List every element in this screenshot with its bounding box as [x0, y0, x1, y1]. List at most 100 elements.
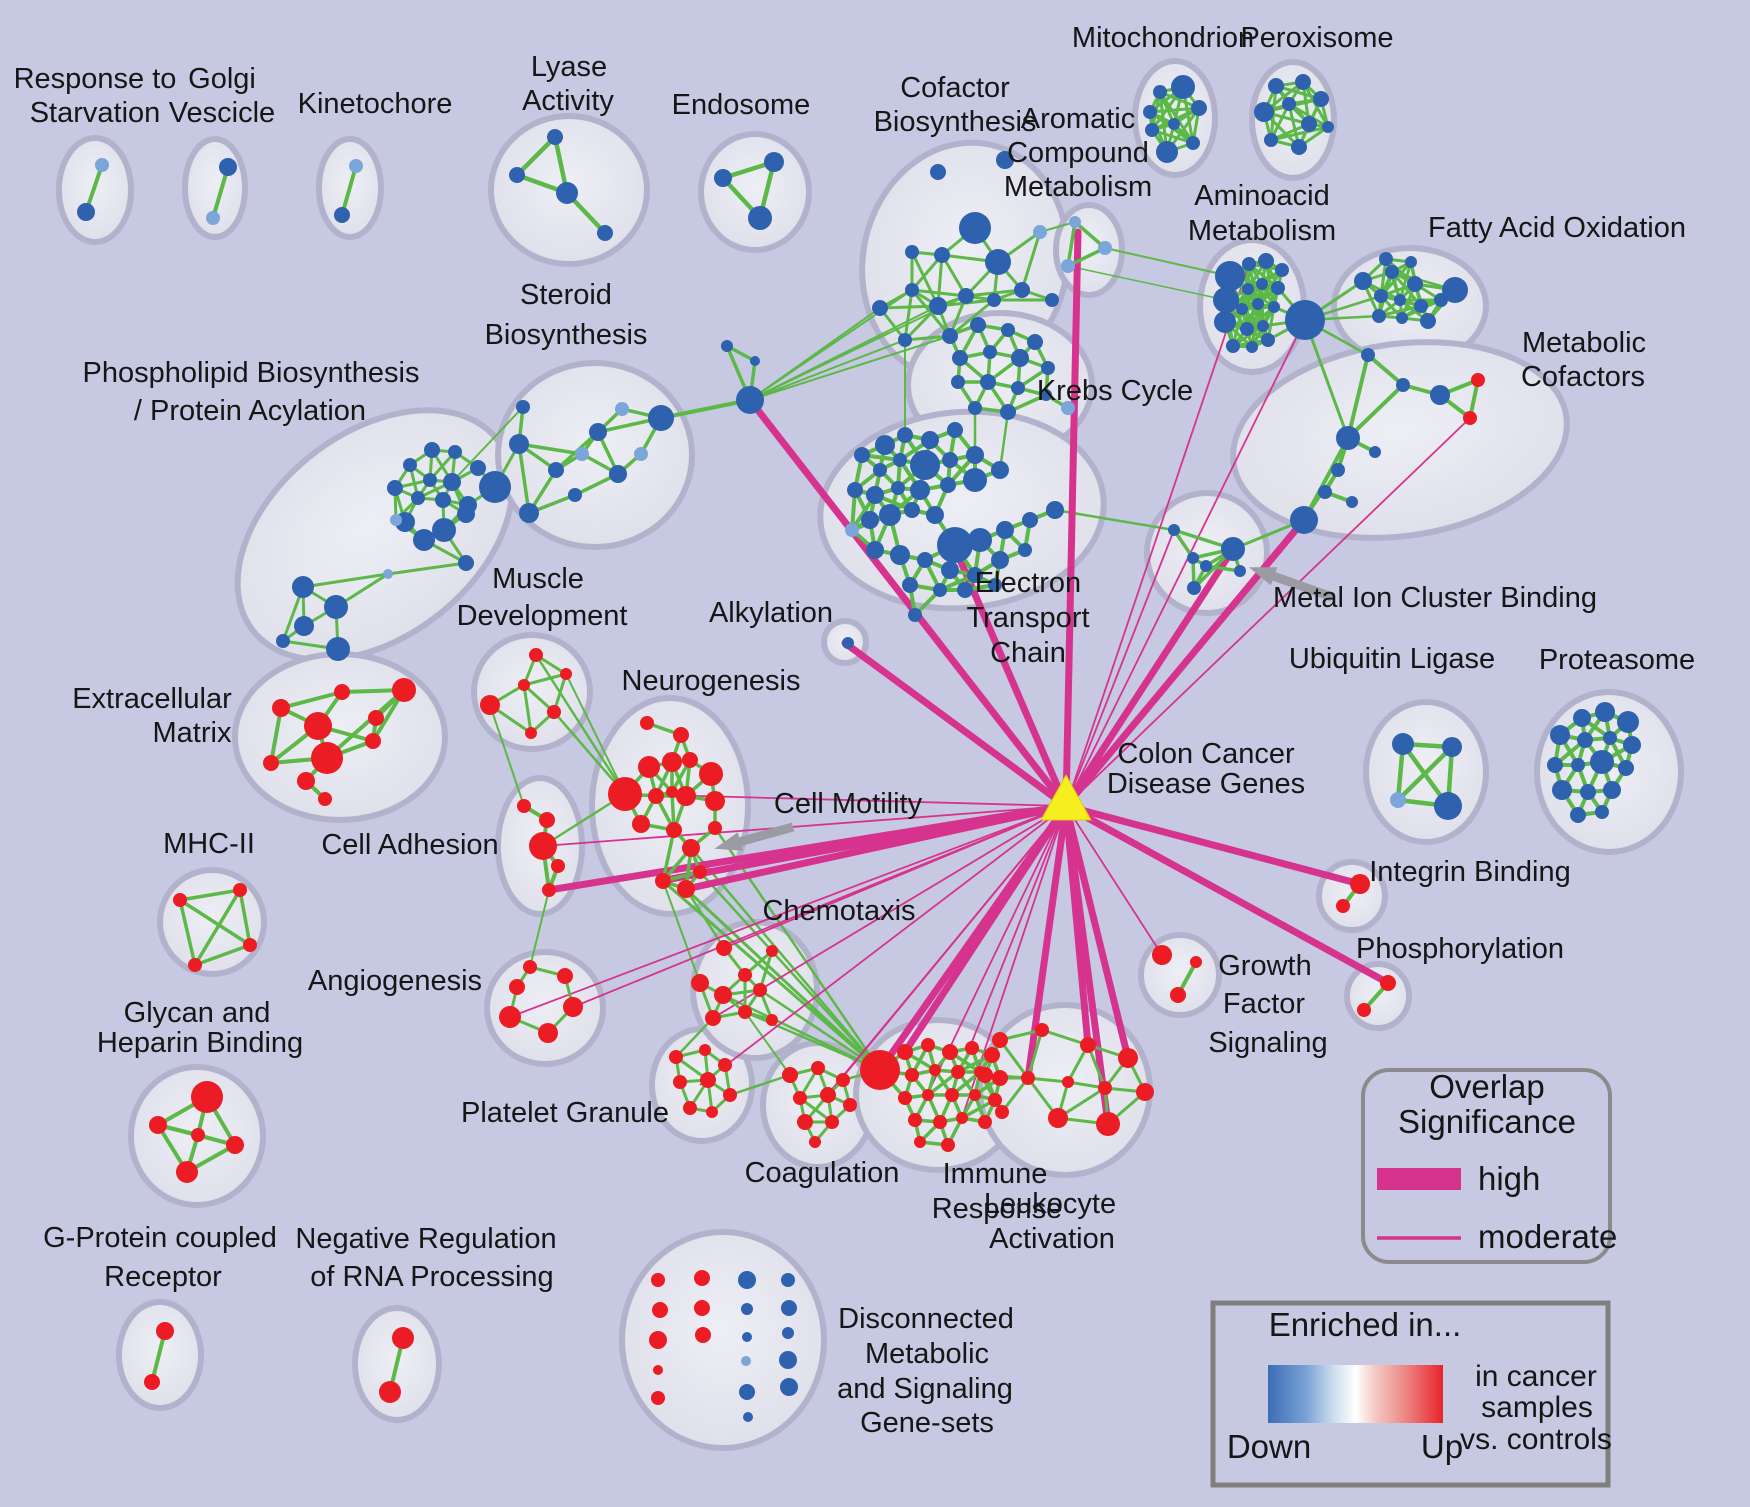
gene-set-node-neurogenesis-3[interactable] [662, 752, 682, 772]
gene-set-node-krebs-cycle-11[interactable] [1040, 389, 1052, 401]
gene-set-node-electron-transport-chain-20[interactable] [904, 502, 920, 518]
gene-set-node-metabolic-cofactors-1[interactable] [1396, 378, 1410, 392]
gene-set-node-phosphorylation-1[interactable] [1357, 1003, 1371, 1017]
gene-set-node-phospholipid-biosynthesis-15[interactable] [390, 514, 402, 526]
gene-set-node-lyase-activity-1[interactable] [509, 167, 525, 183]
gene-set-node-disconnected-gene-sets-10[interactable] [742, 1332, 752, 1342]
gene-set-node-electron-transport-chain-17[interactable] [845, 523, 859, 537]
gene-set-node-disconnected-gene-sets-8[interactable] [738, 1271, 756, 1289]
gene-set-node-electron-transport-chain-9[interactable] [966, 446, 984, 464]
gene-set-node-aminoacid-metabolism-2[interactable] [1214, 311, 1236, 333]
gene-set-node-electron-transport-chain-21[interactable] [926, 506, 944, 524]
gene-set-node-disconnected-gene-sets-13[interactable] [743, 1412, 753, 1422]
gene-set-node-immune-response-15[interactable] [988, 1093, 1002, 1107]
gene-set-node-metabolic-cofactors-2[interactable] [1430, 385, 1450, 405]
gene-set-node-electron-transport-chain-26[interactable] [1046, 501, 1064, 519]
gene-set-node-immune-response-16[interactable] [908, 1113, 922, 1127]
gene-set-node-neurogenesis-6[interactable] [608, 777, 642, 811]
colon-cancer-disease-genes-node[interactable] [1040, 773, 1092, 821]
gene-set-node-endosome-2[interactable] [748, 206, 772, 230]
gene-set-node-proteasome-12[interactable] [1580, 784, 1596, 800]
gene-set-node-mitochondrion-4[interactable] [1145, 123, 1159, 137]
gene-set-node-leukocyte-activation-10[interactable] [1048, 1108, 1068, 1128]
gene-set-node-golgi-vescicle-0[interactable] [219, 158, 237, 176]
gene-set-node-immune-response-17[interactable] [933, 1115, 947, 1129]
gene-set-node-steroid-biosynthesis-5[interactable] [589, 423, 607, 441]
gene-set-node-neurogenesis-4[interactable] [682, 752, 698, 768]
gene-set-node-negative-regulation-rna-processing-1[interactable] [379, 1381, 401, 1403]
gene-set-node-leukocyte-activation-0[interactable] [992, 1032, 1008, 1048]
gene-set-node-aminoacid-metabolism-4[interactable] [1258, 253, 1274, 269]
gene-set-node-phosphorylation-0[interactable] [1380, 975, 1396, 991]
gene-set-node-immune-response-3[interactable] [942, 1044, 958, 1060]
gene-set-node-fatty-acid-oxidation-3[interactable] [1374, 289, 1388, 303]
gene-set-node-electron-transport-chain-5[interactable] [873, 463, 887, 477]
gene-set-node-coagulation-7[interactable] [825, 1115, 839, 1129]
gene-set-node-mitochondrion-1[interactable] [1153, 85, 1167, 99]
gene-set-node-kinetochore-0[interactable] [349, 159, 363, 173]
gene-set-node-peroxisome-4[interactable] [1313, 91, 1329, 107]
gene-set-node-immune-response-0[interactable] [860, 1050, 900, 1090]
gene-set-node-peroxisome-7[interactable] [1291, 139, 1307, 155]
gene-set-node-aminoacid-metabolism-12[interactable] [1240, 322, 1254, 336]
gene-set-node-kinetochore-1[interactable] [334, 207, 350, 223]
gene-set-node-electron-transport-chain-19[interactable] [879, 504, 901, 526]
gene-set-node-metal-ion-cluster-binding-3[interactable] [1200, 560, 1212, 572]
gene-set-node-krebs-cycle-14[interactable] [1061, 401, 1075, 415]
gene-set-node-peroxisome-5[interactable] [1301, 116, 1317, 132]
gene-set-node-mitochondrion-5[interactable] [1168, 118, 1180, 130]
gene-set-node-immune-response-12[interactable] [922, 1089, 934, 1101]
gene-set-node-fatty-acid-oxidation-4[interactable] [1394, 294, 1406, 306]
gene-set-node-endosome-0[interactable] [714, 169, 732, 187]
gene-set-node-cofactor-biosynthesis-9[interactable] [929, 297, 947, 315]
cluster-endosome[interactable] [698, 131, 812, 253]
gene-set-node-krebs-cycle-10[interactable] [1011, 381, 1025, 395]
gene-set-node-steroid-biosynthesis-7[interactable] [609, 465, 627, 483]
gene-set-node-proteasome-11[interactable] [1552, 780, 1572, 800]
gene-set-node-ubiquitin-ligase-3[interactable] [1434, 792, 1462, 820]
gene-set-node-chemotaxis-5[interactable] [753, 983, 767, 997]
gene-set-node-krebs-cycle-1[interactable] [970, 317, 986, 333]
gene-set-node-aminoacid-metabolism-5[interactable] [1275, 263, 1289, 277]
gene-set-node-disconnected-gene-sets-15[interactable] [781, 1300, 797, 1316]
gene-set-node-electron-transport-chain-36[interactable] [957, 582, 973, 598]
gene-set-node-cell-adhesion-1[interactable] [539, 812, 555, 828]
gene-set-node-electron-transport-chain-34[interactable] [902, 577, 918, 593]
gene-set-node-disconnected-gene-sets-1[interactable] [652, 1302, 668, 1318]
gene-set-node-disconnected-gene-sets-0[interactable] [651, 1273, 665, 1287]
gene-set-node-extracellular-matrix-3[interactable] [368, 710, 384, 726]
gene-set-node-cofactor-biosynthesis-4[interactable] [985, 249, 1011, 275]
gene-set-node-response-to-starvation-1[interactable] [77, 203, 95, 221]
gene-set-node-coagulation-6[interactable] [797, 1114, 813, 1130]
gene-set-node-electron-transport-chain-28[interactable] [890, 545, 910, 565]
gene-set-node-fatty-acid-oxidation-2[interactable] [1407, 276, 1423, 292]
gene-set-node-platelet-granule-0[interactable] [669, 1050, 683, 1064]
gene-set-node-integrin-binding-0[interactable] [1350, 874, 1370, 894]
gene-set-node-phospholipid-biosynthesis-14[interactable] [457, 505, 475, 523]
gene-set-node-muscle-development-2[interactable] [518, 679, 530, 691]
gene-set-node-ubiquitin-ligase-2[interactable] [1390, 792, 1406, 808]
gene-set-node-disconnected-gene-sets-9[interactable] [741, 1303, 753, 1315]
cluster-extracellular-matrix[interactable] [232, 651, 448, 823]
gene-set-node-metabolic-cofactors-7[interactable] [1331, 463, 1345, 477]
gene-set-node-electron-transport-chain-3[interactable] [921, 431, 939, 449]
gene-set-node-coagulation-4[interactable] [820, 1087, 836, 1103]
gene-set-node-phospholipid-biosynthesis-0[interactable] [424, 442, 440, 458]
gene-set-node-peroxisome-2[interactable] [1254, 102, 1274, 122]
gene-set-node-disconnected-gene-sets-11[interactable] [741, 1356, 751, 1366]
gene-set-node-chemotaxis-7[interactable] [705, 1010, 721, 1026]
gene-set-node-fatty-acid-oxidation-0[interactable] [1354, 272, 1372, 290]
gene-set-node-proteasome-0[interactable] [1573, 709, 1591, 727]
gene-set-node-fatty-acid-oxidation-11[interactable] [1379, 252, 1393, 266]
gene-set-node-krebs-cycle-12[interactable] [968, 401, 982, 415]
gene-set-node-metal-ion-cluster-binding-0[interactable] [1168, 524, 1180, 536]
gene-set-node-muscle-development-3[interactable] [480, 695, 500, 715]
gene-set-node-electron-transport-chain-13[interactable] [910, 480, 930, 500]
gene-set-node-phospholipid-biosynthesis-1[interactable] [448, 445, 462, 459]
gene-set-node-cofactor-biosynthesis-14[interactable] [1045, 293, 1059, 307]
gene-set-node-immune-response-19[interactable] [978, 1115, 992, 1129]
gene-set-node-extracellular-matrix-5[interactable] [365, 733, 381, 749]
gene-set-node-metabolic-cofactors-10[interactable] [1290, 506, 1318, 534]
gene-set-node-steroid-biosynthesis-8[interactable] [634, 447, 648, 461]
gene-set-node-neurogenesis-9[interactable] [676, 786, 696, 806]
